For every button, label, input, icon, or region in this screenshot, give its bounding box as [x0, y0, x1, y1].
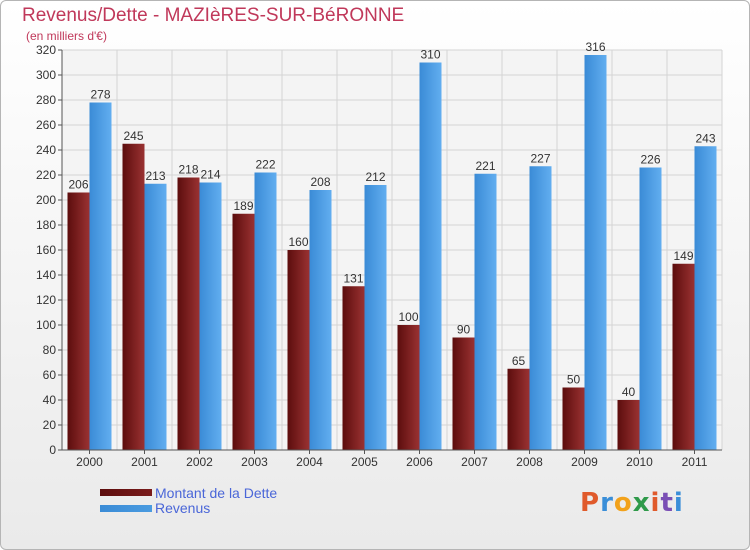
bar-revenus-label: 222	[255, 158, 275, 172]
bar-dette	[617, 400, 640, 450]
bar-dette	[507, 368, 530, 450]
bar-dette-label: 90	[457, 323, 471, 337]
bar-revenus	[144, 183, 167, 450]
x-tick-label: 2000	[76, 455, 103, 469]
bar-dette-label: 40	[622, 385, 636, 399]
x-tick-label: 2010	[626, 455, 653, 469]
x-tick-label: 2009	[571, 455, 598, 469]
x-tick-label: 2008	[516, 455, 543, 469]
logo-letter: x	[632, 488, 651, 518]
bar-dette-label: 160	[288, 235, 308, 249]
bar-dette	[67, 192, 90, 450]
bar-revenus-label: 221	[475, 159, 495, 173]
x-tick-label: 2002	[186, 455, 213, 469]
bar-revenus-label: 226	[640, 153, 660, 167]
bar-dette	[397, 325, 420, 450]
bar-revenus	[694, 146, 717, 450]
y-tick-label: 80	[43, 343, 57, 357]
bar-revenus-label: 243	[695, 131, 715, 145]
bar-revenus	[529, 166, 552, 450]
bar-revenus-label: 310	[420, 48, 440, 62]
x-tick-label: 2001	[131, 455, 158, 469]
proxiti-logo: Proxiti	[580, 488, 684, 518]
logo-letter: t	[660, 488, 674, 518]
bar-dette-label: 50	[567, 373, 581, 387]
y-tick-label: 60	[43, 368, 57, 382]
bar-dette	[177, 177, 200, 450]
y-tick-label: 160	[36, 243, 56, 257]
logo-letter: P	[580, 488, 601, 518]
y-tick-label: 260	[36, 118, 56, 132]
y-tick-label: 140	[36, 268, 56, 282]
bar-revenus-label: 212	[365, 170, 385, 184]
x-tick-label: 2007	[461, 455, 488, 469]
bar-dette-label: 131	[343, 271, 363, 285]
y-tick-label: 120	[36, 293, 56, 307]
legend-label-dette: Montant de la Dette	[155, 485, 278, 501]
bar-revenus	[199, 182, 222, 450]
logo-letter: i	[650, 488, 661, 518]
legend-label-revenus: Revenus	[155, 500, 211, 516]
bar-dette-label: 218	[178, 163, 198, 177]
y-tick-label: 180	[36, 218, 56, 232]
bar-dette	[287, 250, 310, 450]
bar-revenus	[419, 62, 442, 450]
y-tick-label: 300	[36, 68, 56, 82]
bar-dette-label: 149	[673, 249, 693, 263]
bar-dette	[452, 337, 475, 450]
bar-revenus	[474, 173, 497, 450]
bar-revenus	[639, 167, 662, 450]
logo-letter: r	[600, 488, 614, 518]
bar-dette	[672, 263, 695, 450]
bar-dette-label: 206	[68, 178, 88, 192]
y-tick-label: 0	[49, 443, 56, 457]
bar-revenus	[89, 102, 112, 450]
x-tick-label: 2004	[296, 455, 323, 469]
y-tick-label: 200	[36, 193, 56, 207]
bar-dette-label: 100	[398, 310, 418, 324]
x-tick-label: 2003	[241, 455, 268, 469]
legend-swatch-revenus	[100, 505, 152, 512]
bar-revenus	[584, 55, 607, 450]
y-tick-label: 220	[36, 168, 56, 182]
logo-letter: i	[673, 488, 684, 518]
chart-subtitle: (en milliers d'€)	[26, 29, 107, 43]
bar-dette-label: 189	[233, 199, 253, 213]
bar-revenus	[309, 190, 332, 450]
bar-dette-label: 65	[512, 354, 526, 368]
y-tick-label: 100	[36, 318, 56, 332]
x-tick-label: 2005	[351, 455, 378, 469]
chart-title: Revenus/Dette - MAZIèRES-SUR-BéRONNE	[22, 5, 405, 26]
y-tick-label: 40	[43, 393, 57, 407]
bar-dette	[342, 286, 365, 450]
bar-revenus-label: 213	[145, 169, 165, 183]
bar-dette	[122, 143, 145, 450]
x-tick-label: 2006	[406, 455, 433, 469]
logo-letter: o	[613, 488, 633, 518]
bar-revenus-label: 208	[310, 175, 330, 189]
bar-revenus-label: 214	[200, 168, 220, 182]
legend-swatch-dette	[100, 489, 152, 496]
y-tick-label: 280	[36, 93, 56, 107]
y-tick-label: 320	[36, 43, 56, 57]
bar-revenus-label: 316	[585, 40, 605, 54]
y-tick-label: 240	[36, 143, 56, 157]
x-tick-label: 2011	[682, 455, 708, 469]
bar-revenus-label: 227	[530, 151, 550, 165]
bar-revenus	[254, 172, 277, 450]
bar-revenus	[364, 185, 387, 450]
y-tick-label: 20	[43, 418, 57, 432]
bar-dette	[562, 387, 585, 450]
bar-dette	[232, 213, 255, 450]
bar-dette-label: 245	[123, 129, 143, 143]
bar-revenus-label: 278	[90, 88, 110, 102]
